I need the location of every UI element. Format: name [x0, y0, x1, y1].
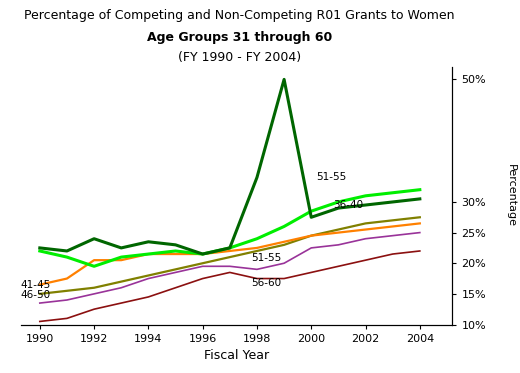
Y-axis label: Percentage: Percentage — [505, 164, 516, 227]
Text: 56-60: 56-60 — [252, 278, 282, 288]
Text: Age Groups 31 through 60: Age Groups 31 through 60 — [147, 31, 332, 44]
Text: 41-45: 41-45 — [21, 280, 51, 290]
Text: 51-55: 51-55 — [317, 172, 347, 182]
Text: Percentage of Competing and Non-Competing R01 Grants to Women: Percentage of Competing and Non-Competin… — [24, 9, 454, 22]
Text: 36-40: 36-40 — [333, 200, 363, 210]
Text: (FY 1990 - FY 2004): (FY 1990 - FY 2004) — [178, 51, 301, 65]
Text: 46-50: 46-50 — [21, 290, 51, 300]
Text: 51-55: 51-55 — [252, 253, 282, 263]
X-axis label: Fiscal Year: Fiscal Year — [204, 349, 269, 362]
